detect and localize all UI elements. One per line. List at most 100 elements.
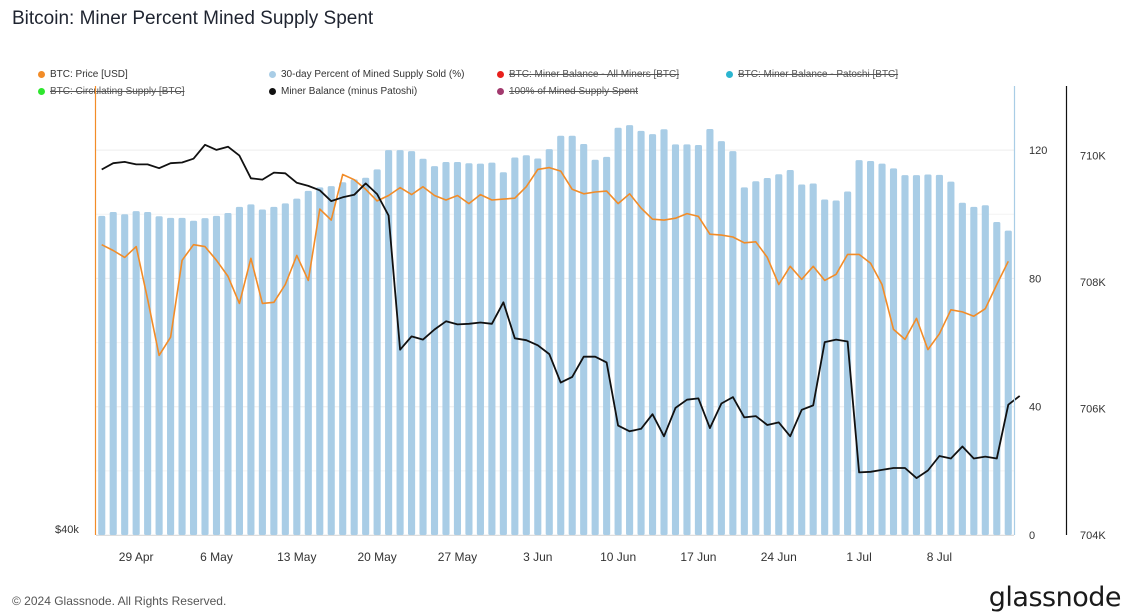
percent-sold-bar bbox=[270, 206, 278, 535]
percent-sold-bar bbox=[901, 175, 909, 535]
balance-axis-tick: 710K bbox=[1080, 151, 1106, 163]
x-axis-tick: 24 Jun bbox=[761, 550, 797, 564]
percent-sold-bar bbox=[671, 144, 680, 535]
percent-sold-bar bbox=[912, 175, 921, 535]
percent-sold-bar bbox=[740, 187, 748, 536]
percent-sold-bar bbox=[430, 166, 439, 535]
percent-sold-bar bbox=[717, 141, 725, 536]
percent-sold-bar bbox=[511, 157, 519, 535]
percent-sold-bar bbox=[775, 174, 783, 536]
legend-item-miner-balance-minus-patoshi[interactable]: Miner Balance (minus Patoshi) bbox=[269, 86, 417, 97]
percent-sold-bar bbox=[844, 191, 852, 535]
percent-sold-bar bbox=[580, 144, 588, 535]
percent-sold-bar bbox=[603, 156, 611, 535]
legend-dot-icon bbox=[38, 88, 45, 95]
percent-sold-bar bbox=[878, 163, 886, 535]
percent-sold-bar bbox=[648, 134, 657, 535]
pct-axis-tick: 40 bbox=[1029, 402, 1041, 414]
axes: $40k 0 40 80 120 704K 706K 708K 710K 29 Apr 6 May 1… bbox=[55, 86, 1106, 564]
pct-axis-tick: 120 bbox=[1029, 145, 1047, 157]
percent-sold-bar bbox=[339, 182, 347, 535]
x-axis-tick: 29 Apr bbox=[119, 550, 154, 564]
legend-item-percent-sold[interactable]: 30-day Percent of Mined Supply Sold (%) bbox=[269, 69, 464, 80]
legend-dot-icon bbox=[269, 88, 276, 95]
brand-logo: glassnode bbox=[988, 582, 1122, 613]
legend-item-miner-balance-all[interactable]: BTC: Miner Balance - All Miners [BTC] bbox=[497, 69, 679, 80]
percent-sold-bar bbox=[924, 174, 932, 535]
percent-sold-bar bbox=[408, 151, 416, 536]
percent-sold-bar bbox=[889, 168, 898, 535]
percent-sold-bar bbox=[855, 160, 863, 535]
miner-balance-line bbox=[101, 143, 1021, 480]
x-axis-tick: 20 May bbox=[357, 550, 396, 564]
x-axis-tick: 17 Jun bbox=[680, 550, 716, 564]
legend-dot-icon bbox=[497, 88, 504, 95]
percent-sold-bar bbox=[935, 174, 943, 535]
percent-sold-bar bbox=[465, 163, 473, 535]
percent-sold-bar bbox=[235, 206, 243, 535]
percent-sold-bar bbox=[327, 186, 335, 535]
percent-sold-bar bbox=[385, 150, 393, 535]
percent-sold-bar bbox=[281, 203, 289, 536]
legend-label: BTC: Circulating Supply [BTC] bbox=[50, 86, 185, 97]
legend: BTC: Price [USD] 30-day Percent of Mined… bbox=[38, 69, 938, 105]
legend-item-price[interactable]: BTC: Price [USD] bbox=[38, 69, 128, 80]
legend-label: Miner Balance (minus Patoshi) bbox=[281, 86, 418, 97]
percent-sold-bar bbox=[201, 218, 209, 536]
percent-sold-bar bbox=[993, 221, 1001, 536]
legend-label: BTC: Miner Balance - All Miners [BTC] bbox=[509, 69, 680, 80]
percent-sold-bars bbox=[98, 125, 1012, 536]
percent-sold-bar bbox=[442, 162, 450, 536]
percent-sold-bar bbox=[694, 145, 702, 536]
percent-sold-bar bbox=[660, 129, 668, 535]
legend-dot-icon bbox=[726, 71, 733, 78]
percent-sold-bar bbox=[144, 212, 152, 535]
legend-item-circulating-supply[interactable]: BTC: Circulating Supply [BTC] bbox=[38, 86, 185, 97]
percent-sold-bar bbox=[786, 170, 794, 535]
percent-sold-bar bbox=[706, 128, 714, 535]
percent-sold-bar bbox=[763, 178, 771, 536]
x-axis-tick: 3 Jun bbox=[523, 550, 552, 564]
x-axis-tick: 27 May bbox=[438, 550, 477, 564]
percent-sold-bar bbox=[109, 212, 117, 535]
percent-sold-bar bbox=[626, 125, 634, 536]
percent-sold-bar bbox=[614, 127, 622, 535]
percent-sold-bar bbox=[121, 214, 129, 536]
legend-item-miner-balance-patoshi[interactable]: BTC: Miner Balance - Patoshi [BTC] bbox=[726, 69, 898, 80]
legend-item-100-percent-spent[interactable]: 100% of Mined Supply Spent bbox=[497, 86, 638, 97]
percent-sold-bar bbox=[132, 211, 140, 536]
percent-sold-bar bbox=[729, 151, 737, 536]
x-axis-tick: 8 Jul bbox=[927, 550, 952, 564]
x-axis-tick: 6 May bbox=[200, 550, 233, 564]
pct-axis-tick: 0 bbox=[1029, 530, 1035, 542]
x-axis-tick: 1 Jul bbox=[846, 550, 871, 564]
percent-sold-bar bbox=[981, 205, 989, 535]
percent-sold-bar bbox=[293, 198, 301, 535]
balance-axis-tick: 706K bbox=[1080, 404, 1106, 416]
percent-sold-bar bbox=[350, 179, 358, 535]
percent-sold-bar bbox=[212, 215, 221, 535]
percent-sold-bar bbox=[224, 213, 232, 535]
percent-sold-bar bbox=[867, 161, 875, 535]
x-axis-tick: 13 May bbox=[277, 550, 316, 564]
percent-sold-bar bbox=[591, 159, 599, 535]
percent-sold-bar bbox=[557, 135, 565, 536]
balance-axis-tick: 708K bbox=[1080, 277, 1106, 289]
percent-sold-bar bbox=[809, 183, 817, 536]
copyright: © 2024 Glassnode. All Rights Reserved. bbox=[12, 594, 227, 608]
percent-sold-bar bbox=[98, 215, 106, 535]
percent-sold-bar bbox=[947, 181, 955, 535]
price-axis-tick: $40k bbox=[55, 524, 79, 536]
percent-sold-bar bbox=[362, 177, 370, 535]
legend-label: 100% of Mined Supply Spent bbox=[509, 86, 638, 97]
percent-sold-bar bbox=[499, 172, 507, 535]
percent-sold-bar bbox=[155, 216, 163, 535]
legend-label: BTC: Miner Balance - Patoshi [BTC] bbox=[738, 69, 899, 80]
percent-sold-bar bbox=[373, 169, 381, 535]
series-lines bbox=[101, 143, 1021, 480]
chart-title: Bitcoin: Miner Percent Mined Supply Spen… bbox=[12, 8, 374, 29]
percent-sold-bar bbox=[534, 158, 542, 535]
percent-sold-bar bbox=[821, 199, 829, 536]
legend-label: 30-day Percent of Mined Supply Sold (%) bbox=[281, 69, 465, 80]
